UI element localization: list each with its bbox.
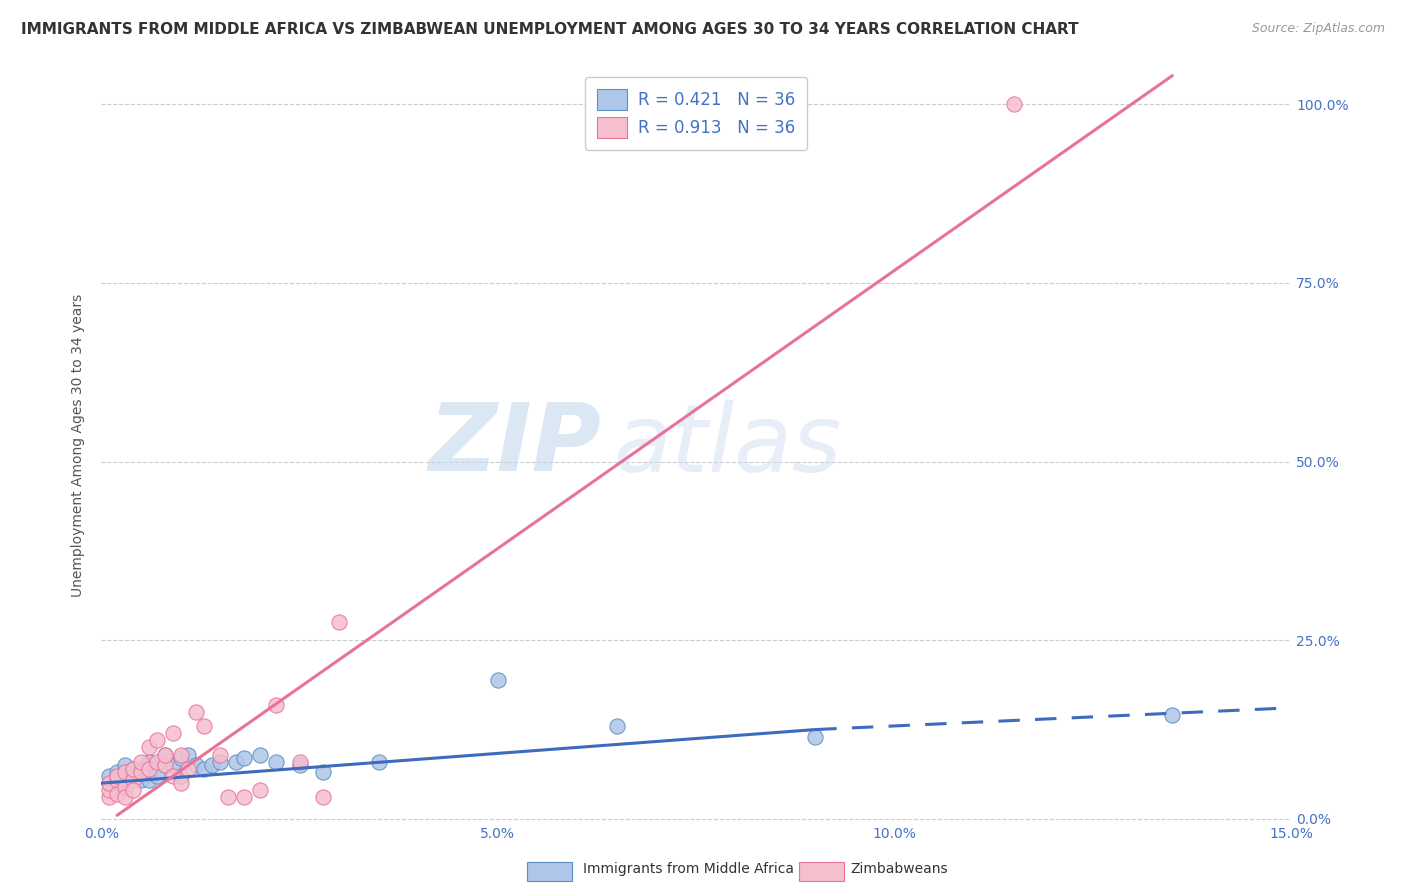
Point: [264, 755, 287, 769]
Point: [98, 776, 121, 790]
Point: [105, 772, 128, 787]
Point: [114, 758, 136, 772]
Point: [288, 755, 311, 769]
Point: [122, 783, 145, 797]
Point: [217, 790, 239, 805]
Point: [98, 776, 121, 790]
Point: [1002, 97, 1025, 112]
Point: [169, 776, 191, 790]
Point: [209, 747, 232, 762]
Point: [145, 733, 167, 747]
Point: [114, 765, 136, 780]
Point: [169, 769, 191, 783]
Point: [153, 758, 176, 772]
Point: [129, 755, 152, 769]
Point: [129, 772, 152, 787]
Point: [264, 698, 287, 712]
Point: [105, 780, 128, 794]
Point: [177, 747, 200, 762]
Point: [606, 719, 628, 733]
Text: ZIP: ZIP: [429, 400, 600, 491]
Point: [233, 751, 256, 765]
Point: [328, 615, 350, 630]
Point: [169, 747, 191, 762]
Point: [114, 790, 136, 805]
Point: [209, 755, 232, 769]
Point: [153, 747, 176, 762]
Point: [486, 673, 509, 687]
Point: [162, 769, 184, 783]
Point: [122, 769, 145, 783]
Point: [98, 769, 121, 783]
Point: [233, 790, 256, 805]
Text: Source: ZipAtlas.com: Source: ZipAtlas.com: [1251, 22, 1385, 36]
Point: [312, 790, 335, 805]
Point: [153, 747, 176, 762]
Point: [105, 772, 128, 787]
Point: [98, 790, 121, 805]
Point: [138, 740, 160, 755]
Point: [162, 758, 184, 772]
Point: [114, 772, 136, 787]
Legend: R = 0.421   N = 36, R = 0.913   N = 36: R = 0.421 N = 36, R = 0.913 N = 36: [585, 77, 807, 150]
Point: [138, 762, 160, 776]
Point: [201, 758, 224, 772]
Point: [114, 765, 136, 780]
Point: [186, 758, 208, 772]
Point: [122, 762, 145, 776]
Text: IMMIGRANTS FROM MIDDLE AFRICA VS ZIMBABWEAN UNEMPLOYMENT AMONG AGES 30 TO 34 YEA: IMMIGRANTS FROM MIDDLE AFRICA VS ZIMBABW…: [21, 22, 1078, 37]
Point: [122, 772, 145, 787]
Point: [1161, 708, 1184, 723]
Point: [193, 762, 215, 776]
Point: [169, 751, 191, 765]
Point: [153, 758, 176, 772]
Point: [145, 769, 167, 783]
Point: [105, 765, 128, 780]
Point: [129, 765, 152, 780]
Point: [138, 772, 160, 787]
Point: [312, 765, 335, 780]
Y-axis label: Unemployment Among Ages 30 to 34 years: Unemployment Among Ages 30 to 34 years: [72, 293, 86, 597]
Point: [129, 762, 152, 776]
Point: [249, 747, 271, 762]
Point: [145, 755, 167, 769]
Point: [193, 719, 215, 733]
Point: [288, 758, 311, 772]
Point: [162, 726, 184, 740]
Point: [249, 783, 271, 797]
Point: [98, 783, 121, 797]
Point: [186, 705, 208, 719]
Text: atlas: atlas: [613, 400, 841, 491]
Point: [105, 787, 128, 801]
Point: [114, 780, 136, 794]
Text: Immigrants from Middle Africa: Immigrants from Middle Africa: [583, 862, 794, 876]
Point: [177, 762, 200, 776]
Point: [105, 769, 128, 783]
Text: Zimbabweans: Zimbabweans: [851, 862, 948, 876]
Point: [225, 755, 247, 769]
Point: [122, 762, 145, 776]
Point: [138, 755, 160, 769]
Point: [804, 730, 827, 744]
Point: [367, 755, 389, 769]
